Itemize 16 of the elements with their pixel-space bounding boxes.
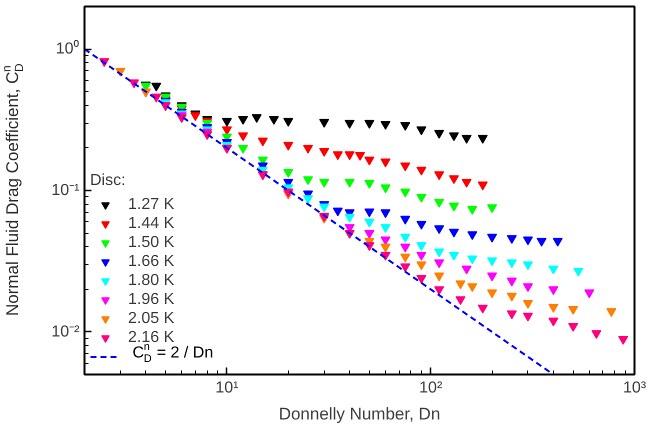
y-axis-title: Normal Fluid Drag Coefficient, CnD [0, 62, 26, 318]
legend-label: 1.44 K [128, 214, 174, 233]
legend-label: 1.27 K [128, 195, 174, 214]
x-tick-label: 10³ [622, 380, 647, 396]
legend-label: 1.66 K [128, 252, 174, 271]
legend-label: 1.80 K [128, 271, 174, 290]
y-tick-label: 10⁻² [51, 323, 80, 340]
legend-label: 1.50 K [128, 233, 174, 252]
x-tick-label: 10² [419, 380, 443, 396]
legend-label: 2.05 K [128, 309, 174, 328]
legend-title: Disc: [90, 172, 127, 190]
x-axis-title: Donnelly Number, Dn [278, 404, 440, 424]
y-tick-label: 10⁰ [56, 40, 80, 58]
x-tick-label: 10¹ [215, 380, 238, 396]
y-tick-label: 10⁻¹ [51, 182, 80, 199]
legend-label: 1.96 K [128, 290, 174, 309]
